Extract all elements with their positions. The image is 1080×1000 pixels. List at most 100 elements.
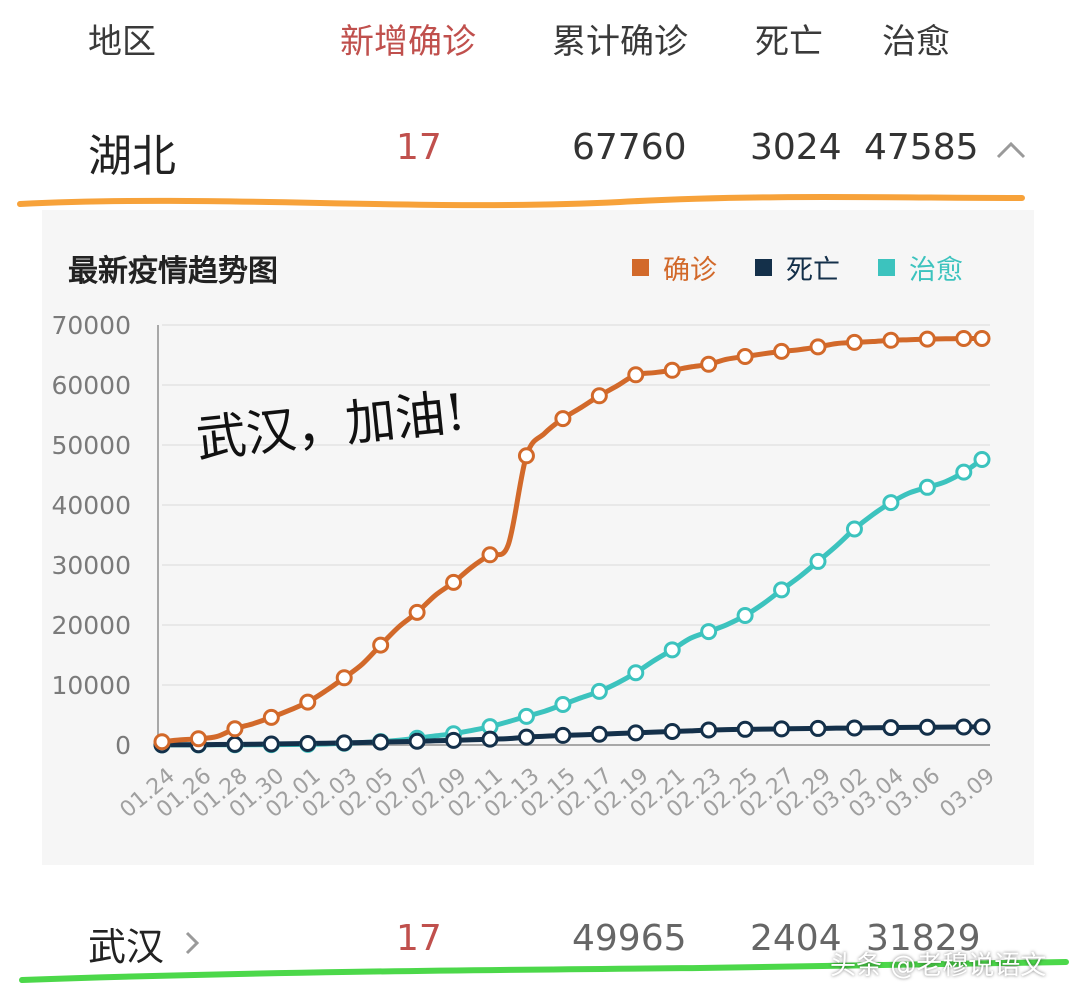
data-point [372, 733, 390, 751]
row-recovered: 31829 [866, 918, 981, 959]
legend-label-confirmed: 确诊 [663, 255, 717, 286]
data-point [627, 664, 645, 682]
data-point [590, 682, 608, 700]
data-point [955, 330, 973, 347]
header-recovered[interactable]: 治愈 [882, 22, 950, 62]
data-point [517, 707, 535, 725]
legend-item-deaths[interactable]: 死亡 [755, 248, 840, 287]
watermark-text: 头条 @老穆说语文 [830, 951, 1047, 981]
data-point [627, 366, 645, 384]
legend-label-recovered: 治愈 [909, 255, 963, 286]
row-new-confirmed: 17 [396, 918, 442, 959]
data-point [663, 641, 681, 659]
data-point [481, 730, 499, 748]
data-point [627, 724, 645, 742]
data-point [335, 734, 353, 752]
data-point [973, 450, 991, 468]
series-line-2 [159, 456, 985, 748]
green-underline [19, 959, 1069, 983]
data-point [882, 494, 900, 512]
legend-swatch-confirmed [632, 259, 649, 276]
data-point [517, 728, 535, 746]
data-point [408, 603, 426, 621]
data-point [882, 719, 900, 737]
data-point [299, 693, 317, 711]
data-point [809, 338, 827, 356]
data-point [554, 696, 572, 714]
row-total-confirmed: 49965 [572, 918, 687, 959]
y-tick-label: 70000 [51, 311, 131, 340]
row-region-name: 武汉 [88, 925, 165, 969]
data-point [973, 329, 991, 347]
data-point [845, 719, 863, 737]
orange-underline [17, 194, 1025, 209]
chart-title: 最新疫情趋势图 [68, 254, 278, 289]
y-tick-label: 10000 [51, 671, 131, 700]
data-point [335, 669, 353, 687]
legend-swatch-recovered [878, 259, 895, 276]
legend-item-confirmed[interactable]: 确诊 [632, 248, 717, 287]
data-point [736, 606, 754, 624]
legend-item-recovered[interactable]: 治愈 [878, 248, 963, 287]
data-point [226, 735, 244, 753]
trend-chart-card [42, 210, 1034, 865]
data-point [554, 726, 572, 744]
data-point [918, 330, 936, 348]
data-point [663, 723, 681, 740]
data-point [262, 735, 280, 753]
y-tick-label: 20000 [51, 611, 131, 640]
row-new-confirmed: 17 [396, 127, 442, 168]
data-point [845, 333, 863, 351]
data-point [445, 573, 463, 591]
data-point [554, 410, 572, 428]
data-point [700, 721, 718, 739]
data-point [700, 623, 718, 641]
legend-label-deaths: 死亡 [786, 255, 840, 286]
data-point [372, 636, 390, 654]
data-point [918, 718, 936, 736]
y-tick-label: 0 [115, 731, 131, 760]
data-point [773, 342, 791, 360]
y-tick-label: 50000 [51, 431, 131, 460]
data-point [445, 731, 463, 749]
header-deaths[interactable]: 死亡 [755, 22, 823, 62]
header-total-confirmed[interactable]: 累计确诊 [552, 22, 688, 62]
header-region: 地区 [88, 22, 156, 62]
header-new-confirmed[interactable]: 新增确诊 [340, 22, 476, 62]
region-row-wuhan[interactable]: 武汉 17 49965 2404 31829 [0, 900, 1080, 980]
y-tick-label: 60000 [51, 371, 131, 400]
data-point [517, 447, 535, 465]
data-point [299, 735, 317, 753]
data-point [736, 348, 754, 365]
data-point [226, 720, 244, 738]
chevron-right-icon[interactable] [184, 930, 200, 956]
data-point [882, 331, 900, 349]
series-line-1 [159, 724, 985, 748]
data-point [773, 581, 791, 599]
data-point [736, 720, 754, 738]
region-row-hubei[interactable]: 湖北 17 67760 3024 47585 [0, 100, 1080, 200]
data-point [663, 361, 681, 379]
data-point [809, 552, 827, 570]
data-point [955, 463, 973, 481]
y-tick-label: 30000 [51, 551, 131, 580]
data-point [845, 520, 863, 538]
x-tick-label: 03.09 [936, 763, 1000, 823]
row-deaths: 2404 [750, 918, 842, 959]
y-tick-label: 40000 [51, 491, 131, 520]
legend-swatch-deaths [755, 259, 772, 276]
row-recovered: 47585 [864, 127, 979, 168]
data-point [955, 718, 973, 736]
data-point [918, 478, 936, 496]
data-point [973, 718, 991, 736]
row-deaths: 3024 [750, 127, 842, 168]
chevron-up-icon[interactable] [996, 140, 1026, 160]
data-point [189, 730, 207, 748]
row-region-name: 湖北 [88, 131, 176, 182]
data-point [809, 719, 827, 737]
data-point [153, 733, 171, 751]
data-point [700, 355, 718, 373]
row-total-confirmed: 67760 [572, 127, 687, 168]
data-point [590, 387, 608, 405]
data-point [408, 732, 426, 750]
